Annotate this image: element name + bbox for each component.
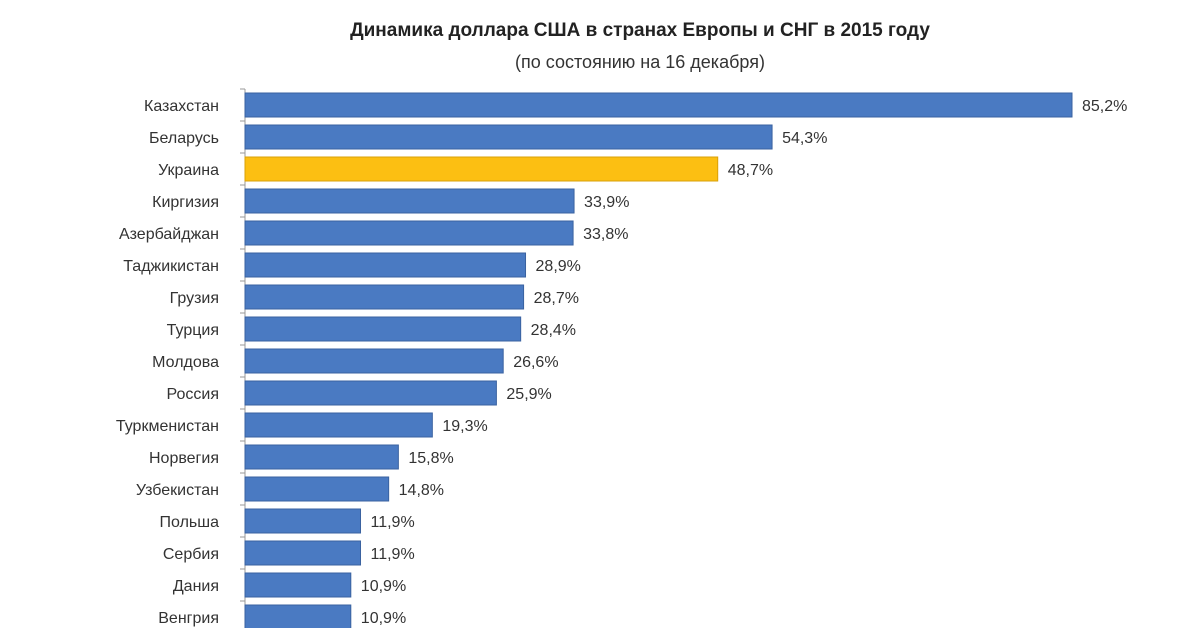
bar-12 — [244, 444, 399, 470]
chart-title: Динамика доллара США в странах Европы и … — [350, 20, 930, 41]
category-label: Норвегия — [149, 450, 219, 467]
category-label: Россия — [167, 386, 219, 403]
category-label: Дания — [173, 578, 219, 595]
data-label: 85,2% — [1082, 98, 1127, 115]
category-label: Узбекистан — [136, 482, 219, 499]
category-label: Грузия — [170, 290, 219, 307]
category-label: Казахстан — [144, 98, 219, 115]
category-label: Таджикистан — [123, 258, 219, 275]
category-label: Молдова — [152, 354, 219, 371]
bar-10 — [244, 380, 497, 406]
category-label: Беларусь — [149, 130, 219, 147]
data-label: 11,9% — [371, 546, 415, 563]
data-label: 54,3% — [782, 130, 827, 147]
data-label: 28,4% — [531, 322, 576, 339]
bar-13 — [244, 476, 390, 502]
data-label: 28,9% — [536, 258, 581, 275]
bar-2 — [244, 124, 773, 150]
bar-16 — [244, 572, 352, 598]
category-label: Сербия — [163, 546, 219, 563]
data-label: 33,8% — [583, 226, 628, 243]
data-label: 14,8% — [399, 482, 444, 499]
bar-5 — [244, 220, 574, 246]
bar-11 — [244, 412, 433, 438]
category-label: Турция — [167, 322, 219, 339]
data-label: 11,9% — [371, 514, 415, 531]
category-label: Венгрия — [158, 610, 219, 627]
category-label: Польша — [160, 514, 220, 531]
data-label: 28,7% — [534, 290, 579, 307]
category-label: Азербайджан — [119, 226, 219, 243]
bar-7 — [244, 284, 525, 310]
bar-14 — [244, 508, 362, 534]
bar-9 — [244, 348, 504, 374]
bar-4 — [244, 188, 575, 214]
data-label: 15,8% — [408, 450, 453, 467]
category-label: Украина — [158, 162, 219, 179]
data-label: 25,9% — [506, 386, 551, 403]
data-label: 19,3% — [442, 418, 487, 435]
chart-subtitle: (по состоянию на 16 декабря) — [515, 52, 765, 72]
data-label: 26,6% — [513, 354, 558, 371]
data-label: 48,7% — [728, 162, 773, 179]
category-label: Киргизия — [152, 194, 219, 211]
data-label: 10,9% — [361, 610, 406, 627]
bar-1 — [244, 92, 1073, 118]
bar-3 — [244, 156, 719, 182]
data-label: 10,9% — [361, 578, 406, 595]
data-label: 33,9% — [584, 194, 629, 211]
bar-6 — [244, 252, 527, 278]
bar-8 — [244, 316, 522, 342]
category-label: Туркменистан — [116, 418, 219, 435]
bar-15 — [244, 540, 362, 566]
bar-17 — [244, 604, 352, 628]
